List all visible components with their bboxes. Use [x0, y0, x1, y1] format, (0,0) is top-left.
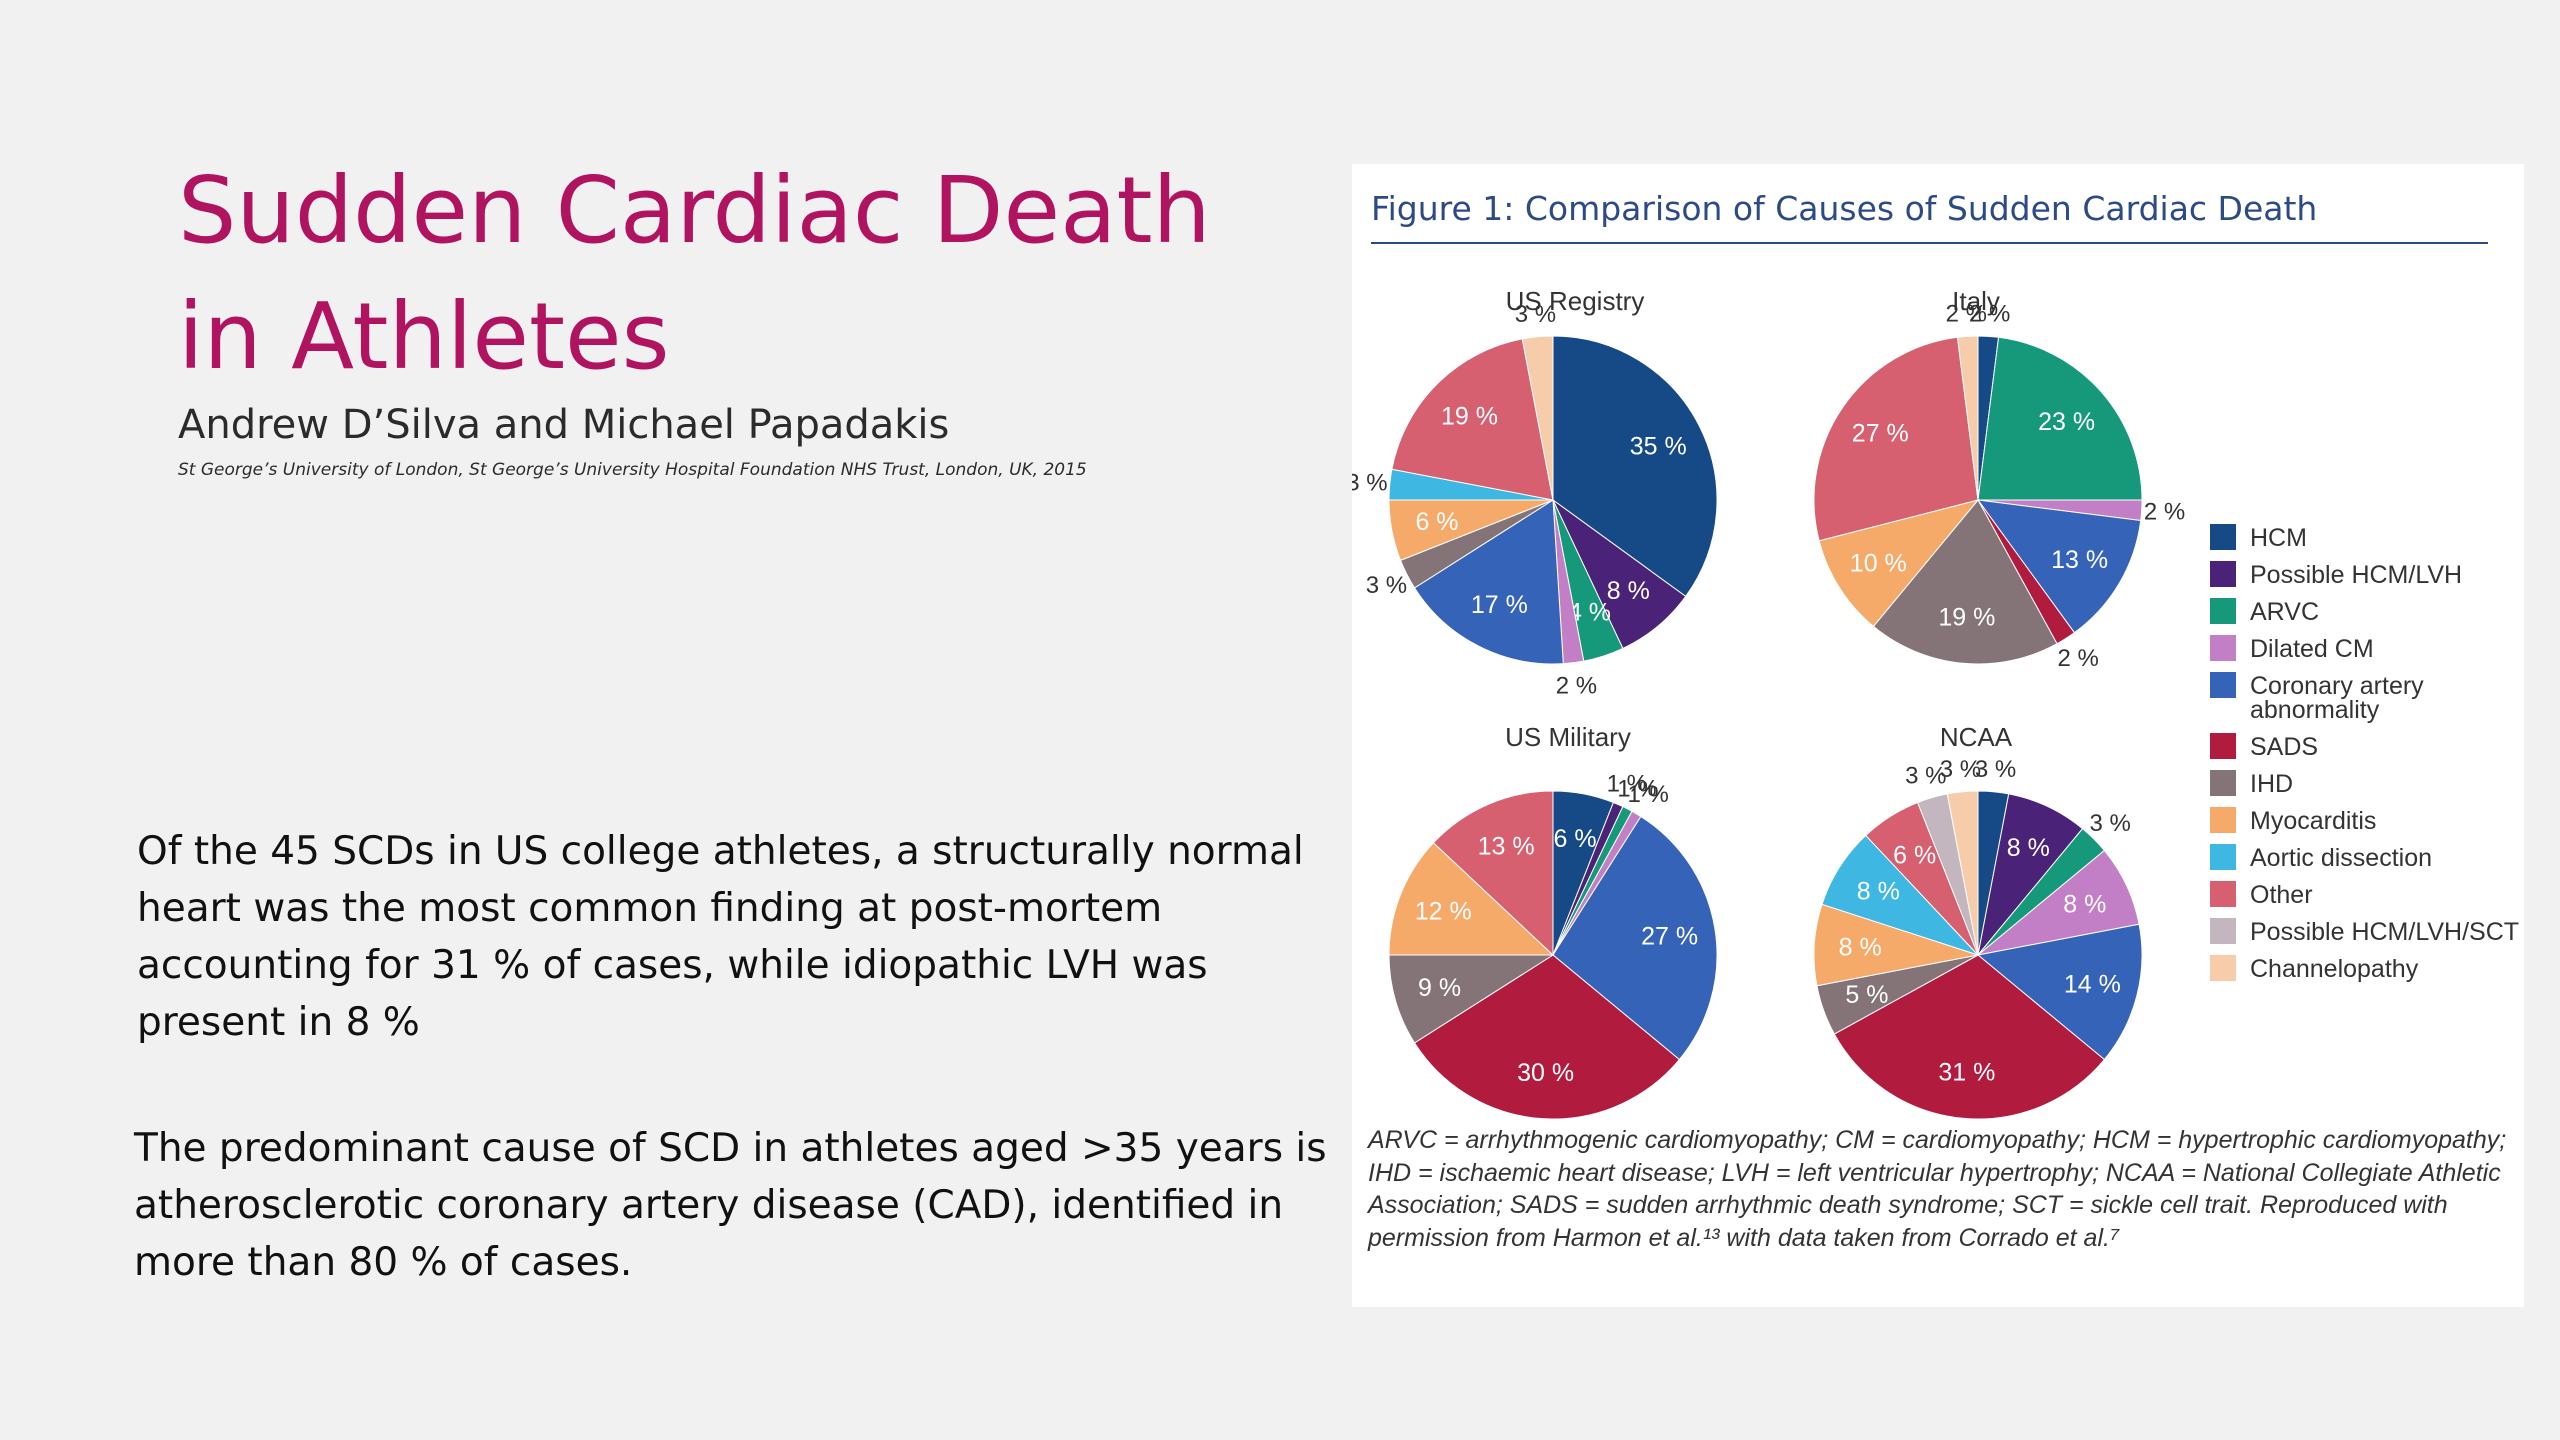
legend-swatch-sads — [2210, 733, 2236, 759]
slice-label-us-military-possible-hcm-lvh: 1 % — [1607, 770, 1648, 797]
slice-label-ncaa-hcm: 3 % — [1975, 756, 2016, 783]
pie-slice-us-registry-coronary-artery-abnormality — [1413, 499, 1564, 665]
pie-slice-italy-arvc — [1977, 336, 2143, 501]
slice-label-us-military-ihd: 9 % — [1418, 974, 1461, 1002]
slice-label-italy-myocarditis: 10 % — [1850, 549, 1907, 577]
legend-label-coronary-artery-abnormality: Coronary artery abnormality — [2250, 672, 2424, 724]
legend-label-channelopathy: Channelopathy — [2250, 955, 2419, 983]
pie-slice-us-military-ihd — [1388, 954, 1555, 1044]
slice-label-italy-dilated-cm: 2 % — [2144, 499, 2185, 526]
figure-note: ARVC = arrhythmogenic cardiomyopathy; CM… — [1368, 1126, 2507, 1252]
body-paragraph-cad: The predominant cause of SCD in athletes… — [134, 1126, 1327, 1285]
pie-slice-italy-myocarditis — [1818, 499, 1980, 628]
slice-label-ncaa-other: 6 % — [1893, 841, 1936, 869]
legend-label-myocarditis: Myocarditis — [2250, 807, 2376, 835]
pie-title-us-registry: US Registry — [1506, 286, 1645, 316]
legend-label-ihd: IHD — [2250, 770, 2293, 798]
affiliation: St George’s University of London, St Geo… — [178, 460, 1087, 480]
slide-title: Sudden Cardiac Death in Athletes — [178, 157, 1211, 390]
legend-swatch-coronary-artery-abnormality — [2210, 672, 2236, 698]
slice-label-italy-arvc: 23 % — [2038, 408, 2095, 436]
pie-slice-ncaa-sads — [1833, 954, 2106, 1120]
slice-label-us-registry-dilated-cm: 2 % — [1556, 673, 1597, 700]
pie-slice-ncaa-coronary-artery-abnormality — [1976, 923, 2143, 1061]
authors: Andrew D’Silva and Michael Papadakis — [178, 402, 950, 448]
slice-label-italy-ihd: 19 % — [1938, 604, 1995, 632]
pie-slice-us-registry-channelopathy — [1521, 335, 1554, 501]
legend-swatch-ihd — [2210, 770, 2236, 796]
body-paragraph-ncaa: Of the 45 SCDs in US college athletes, a… — [137, 829, 1304, 1045]
legend-swatch-possible-hcm-lvh-sct — [2210, 918, 2236, 944]
slice-label-us-military-other: 13 % — [1478, 833, 1535, 861]
legend-swatch-aortic-dissection — [2210, 844, 2236, 870]
pie-slice-us-military-myocarditis — [1388, 842, 1555, 956]
legend-label-hcm: HCM — [2250, 524, 2307, 552]
legend-swatch-possible-hcm-lvh — [2210, 561, 2236, 587]
slice-label-us-registry-myocarditis: 6 % — [1415, 508, 1458, 536]
slice-label-us-registry-ihd: 3 % — [1366, 572, 1407, 599]
legend-label-sads: SADS — [2250, 733, 2318, 761]
slice-label-us-registry-other: 19 % — [1441, 403, 1498, 431]
pie-slice-us-registry-hcm — [1552, 335, 1718, 598]
slice-label-ncaa-dilated-cm: 8 % — [2063, 891, 2106, 919]
slice-label-us-registry-possible-hcm-lvh: 8 % — [1607, 577, 1650, 605]
pie-slice-us-registry-other — [1391, 338, 1554, 501]
pie-slice-italy-other — [1813, 336, 1979, 542]
slice-label-italy-hcm: 2 % — [1969, 300, 2010, 327]
slice-label-us-registry-hcm: 35 % — [1630, 432, 1687, 460]
slice-label-us-military-dilated-cm: 1 % — [1628, 781, 1669, 808]
pie-slice-italy-ihd — [1872, 499, 2058, 665]
slice-label-us-military-myocarditis: 12 % — [1415, 898, 1472, 926]
figure-title: Figure 1: Comparison of Causes of Sudden… — [1371, 189, 2317, 228]
pie-slice-us-military-sads — [1413, 954, 1681, 1120]
legend-label-possible-hcm-lvh: Possible HCM/LVH — [2250, 561, 2462, 589]
slice-label-ncaa-ihd: 5 % — [1845, 981, 1888, 1009]
figure-panel: Figure 1: Comparison of Causes of Sudden… — [1352, 164, 2524, 1307]
slice-label-us-military-arvc: 1 % — [1617, 775, 1658, 802]
legend-label-aortic-dissection: Aortic dissection — [2250, 844, 2432, 872]
slice-label-italy-sads: 2 % — [2058, 645, 2099, 672]
legend-label-dilated-cm: Dilated CM — [2250, 635, 2374, 663]
slice-label-ncaa-sads: 31 % — [1938, 1059, 1995, 1087]
legend-label-arvc: ARVC — [2250, 598, 2319, 626]
pie-title-us-military: US Military — [1505, 722, 1631, 752]
slice-label-us-registry-channelopathy: 3 % — [1515, 301, 1556, 328]
slice-label-italy-other: 27 % — [1852, 420, 1909, 448]
pie-title-ncaa: NCAA — [1940, 722, 2013, 752]
slice-label-italy-channelopathy: 2 % — [1946, 300, 1987, 327]
slice-label-ncaa-aortic-dissection: 8 % — [1857, 878, 1900, 906]
pie-slice-ncaa-channelopathy — [1946, 790, 1979, 956]
slice-label-italy-coronary-artery-abnormality: 13 % — [2051, 546, 2108, 574]
legend-swatch-hcm — [2210, 524, 2236, 550]
pie-slice-us-military-other — [1432, 790, 1554, 957]
slice-label-us-military-hcm: 6 % — [1554, 825, 1597, 853]
legend-swatch-myocarditis — [2210, 807, 2236, 833]
slice-label-us-registry-coronary-artery-abnormality: 17 % — [1471, 591, 1528, 619]
slice-label-ncaa-possible-hcm-lvh-sct: 3 % — [1905, 763, 1946, 790]
pie-title-italy: Italy — [1952, 286, 2000, 316]
legend-swatch-channelopathy — [2210, 955, 2236, 981]
figure-chart: Figure 1: Comparison of Causes of Sudden… — [1352, 189, 2519, 1120]
slice-label-ncaa-coronary-artery-abnormality: 14 % — [2064, 970, 2121, 998]
legend-label-other: Other — [2250, 881, 2313, 909]
pie-slice-italy-coronary-artery-abnormality — [1976, 499, 2142, 634]
slice-label-ncaa-possible-hcm-lvh: 8 % — [2007, 834, 2050, 862]
slice-label-us-registry-aortic-dissection: 3 % — [1352, 469, 1388, 496]
slice-label-ncaa-myocarditis: 8 % — [1839, 934, 1882, 962]
slice-label-ncaa-arvc: 3 % — [2090, 810, 2131, 837]
slice-label-us-military-coronary-artery-abnormality: 27 % — [1641, 923, 1698, 951]
pie-slice-italy-channelopathy — [1956, 335, 1979, 501]
legend-label-possible-hcm-lvh-sct: Possible HCM/LVH/SCT — [2250, 918, 2519, 946]
legend-swatch-other — [2210, 881, 2236, 907]
slice-label-us-military-sads: 30 % — [1517, 1059, 1574, 1087]
legend-swatch-arvc — [2210, 598, 2236, 624]
pie-slice-us-military-coronary-artery-abnormality — [1552, 815, 1718, 1061]
slice-label-ncaa-channelopathy: 3 % — [1940, 756, 1981, 783]
legend-swatch-dilated-cm — [2210, 635, 2236, 661]
